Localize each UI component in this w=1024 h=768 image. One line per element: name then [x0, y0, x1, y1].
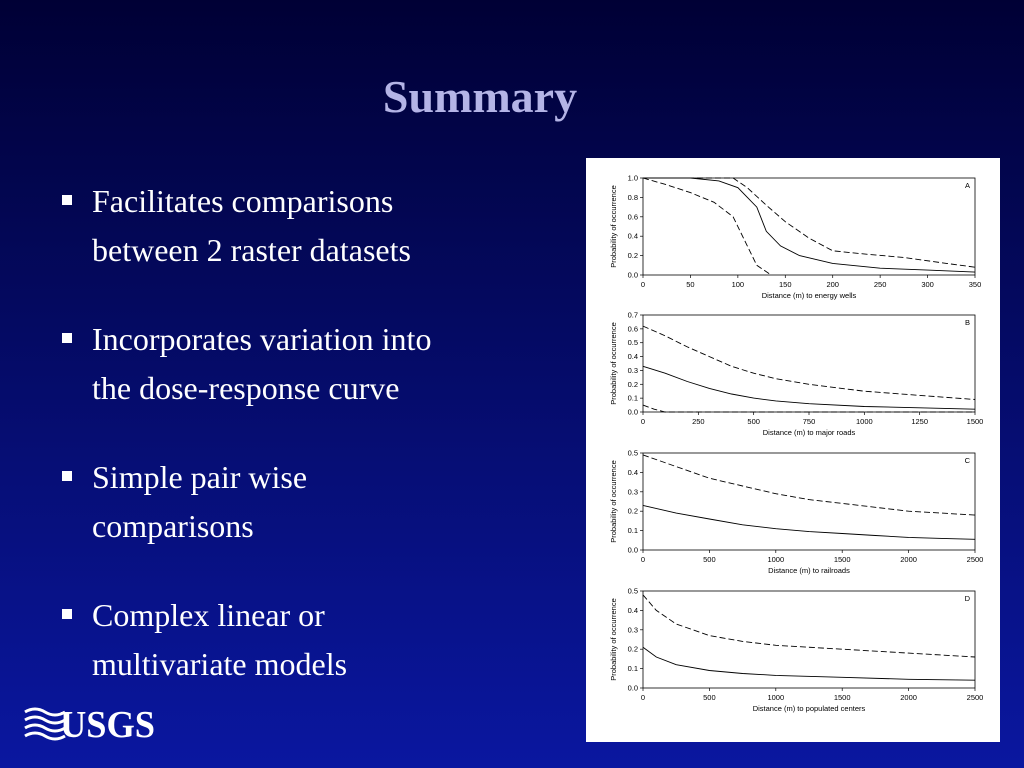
bullet-marker: [62, 195, 72, 205]
x-tick-label: 0: [641, 417, 645, 426]
x-tick-label: 50: [686, 280, 694, 289]
y-tick-label: 0.4: [628, 468, 638, 477]
plot-frame: [642, 590, 976, 689]
x-tick-label: 0: [641, 693, 645, 702]
bullet-text: between 2 raster datasets: [92, 232, 411, 268]
x-axis-label: Distance (m) to populated centers: [753, 704, 866, 713]
bullet-text: Complex linear or: [92, 597, 325, 633]
x-tick-label: 1250: [911, 417, 928, 426]
bullet-text: Simple pair wise: [92, 459, 307, 495]
x-tick-label: 350: [969, 280, 982, 289]
y-tick-label: 0.0: [628, 684, 638, 693]
bullet-marker: [62, 333, 72, 343]
y-tick-label: 0.7: [628, 311, 638, 320]
panel-label: C: [965, 456, 971, 465]
curve: [642, 325, 976, 400]
x-tick-label: 2500: [967, 693, 984, 702]
curve: [642, 177, 772, 276]
y-tick-label: 0.0: [628, 408, 638, 417]
curve: [642, 646, 976, 681]
x-tick-label: 0: [641, 280, 645, 289]
plot-frame: [642, 452, 976, 551]
y-tick-label: 0.1: [628, 664, 638, 673]
x-tick-label: 500: [747, 417, 760, 426]
y-tick-label: 0.4: [628, 352, 638, 361]
y-tick-label: 0.2: [628, 380, 638, 389]
y-tick-label: 0.5: [628, 449, 638, 458]
y-tick-label: 0.0: [628, 546, 638, 555]
bullet-marker: [62, 471, 72, 481]
x-tick-label: 1000: [856, 417, 873, 426]
y-tick-label: 0.0: [628, 271, 638, 280]
plot-frame: [642, 177, 976, 276]
slide-title: Summary: [383, 71, 577, 122]
bullet-text: comparisons: [92, 508, 254, 544]
y-tick-label: 0.2: [628, 507, 638, 516]
figure-panels: 0.0 0.2 0.4 0.6 0.8 1.0 0 50 100 150 200 250 300 350 D…: [609, 174, 983, 714]
bullet-text: the dose-response curve: [92, 370, 399, 406]
y-axis-label: Probability of occurrence: [609, 322, 618, 405]
bullet-list: Facilitates comparisons between 2 raster …: [62, 183, 431, 682]
x-tick-label: 2000: [900, 693, 917, 702]
x-tick-label: 200: [826, 280, 839, 289]
y-tick-label: 0.2: [628, 645, 638, 654]
x-tick-label: 1000: [767, 693, 784, 702]
logo-text: USGS: [60, 704, 155, 746]
usgs-logo: USGS: [24, 704, 155, 746]
x-tick-label: 1500: [834, 693, 851, 702]
x-axis-label: Distance (m) to energy wells: [762, 291, 857, 300]
curve: [642, 454, 976, 516]
bullet-text: Incorporates variation into: [92, 321, 431, 357]
logo-waves: [24, 707, 66, 741]
bullet-text: Facilitates comparisons: [92, 183, 393, 219]
y-tick-label: 0.3: [628, 487, 638, 496]
y-tick-label: 0.6: [628, 212, 638, 221]
x-tick-label: 500: [703, 555, 716, 564]
y-axis-label: Probability of occurrence: [609, 185, 618, 268]
panel-label: B: [965, 318, 970, 327]
bullet-text: multivariate models: [92, 646, 347, 682]
figure: [586, 158, 1000, 742]
x-tick-label: 1500: [834, 555, 851, 564]
curve: [642, 594, 976, 658]
curve: [642, 365, 976, 410]
x-tick-label: 250: [874, 280, 887, 289]
x-tick-label: 250: [692, 417, 705, 426]
curve: [642, 404, 975, 413]
x-tick-label: 150: [779, 280, 792, 289]
x-tick-label: 300: [921, 280, 934, 289]
x-axis-label: Distance (m) to railroads: [768, 566, 850, 575]
curve: [643, 177, 976, 273]
y-axis-label: Probability of occurrence: [609, 460, 618, 543]
y-tick-label: 0.8: [628, 193, 638, 202]
curve: [643, 177, 976, 268]
panel-label: D: [965, 594, 971, 603]
y-tick-label: 0.4: [628, 606, 638, 615]
panel-label: A: [965, 181, 970, 190]
y-tick-label: 0.3: [628, 366, 638, 375]
x-tick-label: 0: [641, 555, 645, 564]
y-tick-label: 0.6: [628, 324, 638, 333]
x-tick-label: 750: [803, 417, 816, 426]
y-tick-label: 0.3: [628, 625, 638, 634]
x-tick-label: 100: [732, 280, 745, 289]
x-tick-label: 1000: [767, 555, 784, 564]
x-tick-label: 500: [703, 693, 716, 702]
y-tick-label: 0.5: [628, 587, 638, 596]
y-tick-label: 0.4: [628, 232, 638, 241]
y-tick-label: 0.5: [628, 338, 638, 347]
x-axis-label: Distance (m) to major roads: [763, 428, 856, 437]
y-tick-label: 0.1: [628, 526, 638, 535]
y-tick-label: 0.2: [628, 251, 638, 260]
y-axis-label: Probability of occurrence: [609, 598, 618, 681]
bullet-marker: [62, 609, 72, 619]
y-tick-label: 0.1: [628, 394, 638, 403]
x-tick-label: 2500: [967, 555, 984, 564]
x-tick-label: 2000: [900, 555, 917, 564]
curve: [642, 504, 976, 540]
x-tick-label: 1500: [967, 417, 984, 426]
y-tick-label: 1.0: [628, 174, 638, 183]
